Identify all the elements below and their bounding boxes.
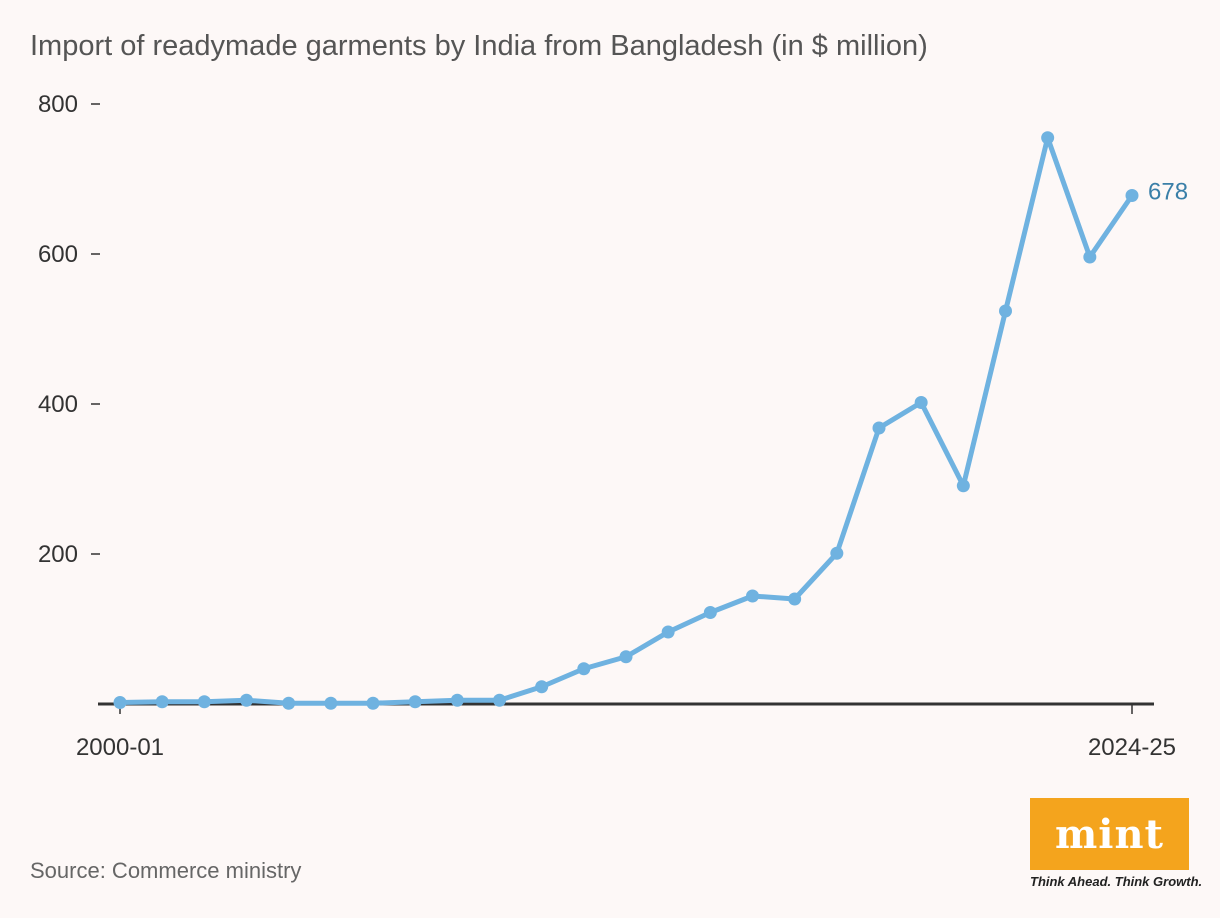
data-point bbox=[113, 696, 127, 709]
data-point bbox=[830, 546, 844, 560]
x-axis: 2000-01 2024-25 bbox=[76, 702, 1176, 761]
y-tick-label: 600 bbox=[38, 241, 78, 268]
data-point bbox=[788, 592, 802, 606]
x-tick-label: 2024-25 bbox=[1088, 734, 1176, 761]
data-point bbox=[914, 396, 928, 409]
data-label: 678 bbox=[1148, 179, 1188, 206]
y-tick-label: 400 bbox=[38, 391, 78, 418]
x-tick-label: 2000-01 bbox=[76, 734, 164, 761]
data-point bbox=[577, 662, 591, 676]
data-point bbox=[535, 680, 549, 694]
data-point bbox=[703, 606, 717, 619]
data-point bbox=[872, 421, 886, 435]
data-point bbox=[197, 695, 211, 709]
data-point bbox=[1125, 189, 1139, 202]
chart-title: Import of readymade garments by India fr… bbox=[30, 30, 928, 62]
data-point bbox=[366, 696, 380, 710]
data-point bbox=[493, 693, 506, 707]
data-point bbox=[450, 693, 464, 707]
data-point bbox=[661, 625, 675, 639]
data-point bbox=[1083, 250, 1097, 264]
data-labels: 678 bbox=[1148, 179, 1188, 206]
series-group bbox=[113, 131, 1139, 710]
y-tick-label: 200 bbox=[38, 541, 78, 568]
y-axis: 200 400 600 800 bbox=[38, 91, 100, 568]
source-note: Source: Commerce ministry bbox=[30, 858, 302, 883]
data-point bbox=[324, 696, 338, 710]
logo-text: mint bbox=[1054, 810, 1165, 858]
data-point bbox=[240, 693, 253, 707]
data-point bbox=[1041, 131, 1055, 145]
series-line bbox=[117, 135, 1135, 706]
logo-tagline: Think Ahead. Think Growth. bbox=[1030, 874, 1203, 889]
data-point bbox=[282, 696, 296, 710]
data-point bbox=[155, 695, 169, 709]
data-point bbox=[999, 304, 1012, 318]
data-point bbox=[956, 479, 970, 493]
data-point bbox=[619, 650, 633, 664]
data-point bbox=[746, 589, 759, 603]
data-point bbox=[408, 695, 422, 709]
y-tick-label: 800 bbox=[38, 91, 78, 118]
mint-logo: mint bbox=[1030, 798, 1189, 870]
